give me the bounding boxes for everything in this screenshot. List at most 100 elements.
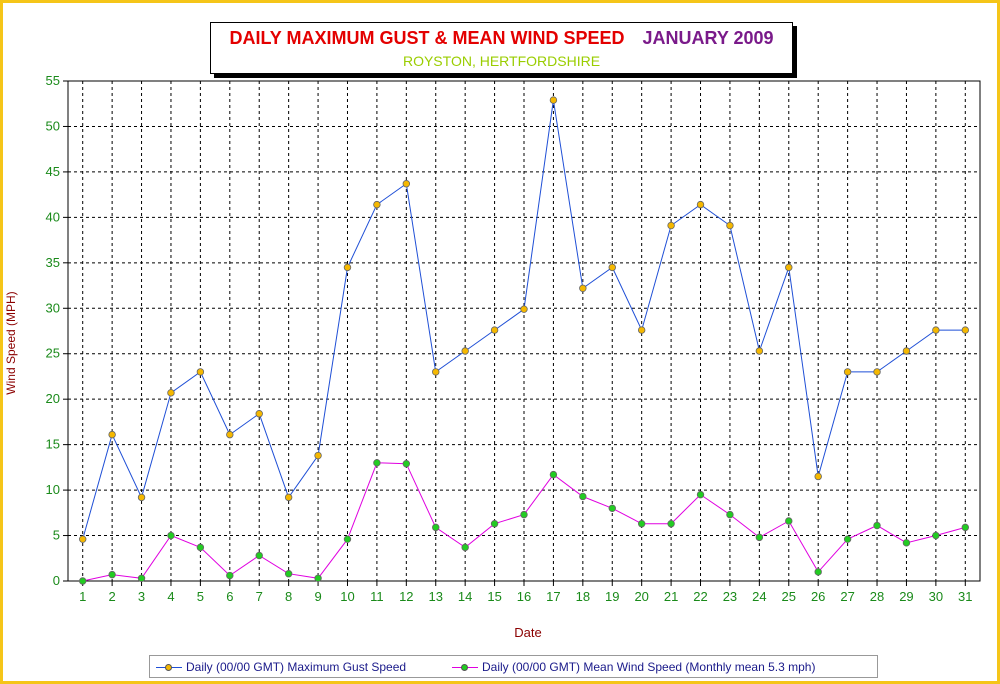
x-tick-label: 15: [487, 589, 501, 604]
x-tick-label: 23: [723, 589, 737, 604]
data-point-series-0: [549, 96, 558, 104]
x-tick-label: 21: [664, 589, 678, 604]
x-tick-label: 12: [399, 589, 413, 604]
chart-title: DAILY MAXIMUM GUST & MEAN WIND SPEED: [229, 28, 625, 48]
y-tick-label: 30: [46, 300, 60, 315]
y-axis-label: Wind Speed (MPH): [4, 291, 18, 395]
x-tick-label: 8: [285, 589, 292, 604]
data-point-series-0: [461, 347, 469, 355]
data-point-series-1: [373, 459, 381, 467]
data-point-series-1: [696, 490, 705, 499]
data-point-series-0: [696, 200, 705, 209]
x-tick-label: 2: [109, 589, 116, 604]
data-point-series-0: [137, 493, 146, 502]
x-tick-label: 1: [79, 589, 86, 604]
x-tick-label: 24: [752, 589, 766, 604]
data-point-series-1: [755, 533, 764, 542]
data-point-series-1: [726, 510, 734, 519]
x-tick-label: 31: [958, 589, 972, 604]
data-point-series-1: [490, 520, 499, 528]
y-tick-label: 35: [46, 255, 60, 270]
data-point-series-1: [402, 460, 411, 468]
y-tick-label: 25: [46, 346, 60, 361]
legend: Daily (00/00 GMT) Maximum Gust Speed Dai…: [149, 655, 878, 678]
data-point-series-0: [814, 472, 822, 481]
data-point-series-1: [579, 492, 587, 501]
legend-item-max-gust: Daily (00/00 GMT) Maximum Gust Speed: [156, 660, 406, 674]
chart-title-line: DAILY MAXIMUM GUST & MEAN WIND SPEED JANU…: [211, 28, 792, 49]
data-point-series-0: [755, 347, 764, 355]
x-tick-label: 26: [811, 589, 825, 604]
x-tick-label: 4: [167, 589, 174, 604]
x-tick-label: 3: [138, 589, 145, 604]
data-point-series-1: [843, 535, 852, 543]
x-tick-label: 6: [226, 589, 233, 604]
x-tick-label: 22: [693, 589, 707, 604]
data-point-series-0: [226, 430, 234, 439]
y-tick-label: 20: [46, 391, 60, 406]
data-point-series-1: [226, 571, 234, 580]
y-tick-label: 55: [46, 73, 60, 88]
data-point-series-1: [549, 470, 558, 479]
x-tick-label: 10: [340, 589, 354, 604]
data-point-series-0: [608, 263, 616, 272]
y-tick-label: 5: [53, 528, 60, 543]
data-point-series-1: [873, 521, 881, 530]
data-point-series-1: [284, 570, 293, 578]
data-point-series-1: [255, 551, 263, 560]
data-point-series-1: [902, 539, 911, 547]
x-tick-label: 9: [314, 589, 321, 604]
data-point-series-0: [314, 451, 322, 460]
data-point-series-1: [667, 520, 675, 528]
y-tick-label: 40: [46, 209, 60, 224]
x-tick-label: 19: [605, 589, 619, 604]
data-point-series-0: [284, 493, 293, 502]
x-tick-label: 28: [870, 589, 884, 604]
x-tick-label: 13: [429, 589, 443, 604]
data-point-series-1: [167, 531, 175, 540]
legend-item-mean-wind: Daily (00/00 GMT) Mean Wind Speed (Month…: [452, 660, 815, 674]
chart-subtitle: ROYSTON, HERTFORDSHIRE: [402, 53, 601, 69]
data-point-series-1: [785, 517, 793, 525]
x-tick-label: 18: [576, 589, 590, 604]
legend-swatch-max-gust: [156, 663, 182, 673]
x-tick-label: 7: [256, 589, 263, 604]
data-point-series-0: [932, 326, 940, 334]
data-point-series-0: [520, 305, 528, 313]
data-point-series-0: [255, 410, 263, 418]
y-tick-label: 15: [46, 437, 60, 452]
data-point-series-0: [843, 368, 852, 376]
x-tick-label: 27: [840, 589, 854, 604]
data-point-series-1: [432, 523, 440, 532]
data-point-series-0: [402, 180, 411, 188]
data-point-series-0: [196, 368, 205, 376]
chart-title-date: JANUARY 2009: [642, 28, 774, 48]
data-point-series-1: [637, 520, 646, 528]
y-tick-label: 45: [46, 164, 60, 179]
x-axis-label: Date: [514, 625, 542, 640]
y-tick-label: 10: [46, 482, 60, 497]
data-point-series-0: [726, 221, 734, 230]
x-tick-label: 5: [197, 589, 204, 604]
x-tick-label: 25: [782, 589, 796, 604]
data-point-series-1: [314, 574, 322, 582]
legend-label-mean-wind: Daily (00/00 GMT) Mean Wind Speed (Month…: [482, 660, 816, 674]
data-point-series-0: [667, 221, 675, 230]
data-point-series-1: [608, 504, 616, 512]
x-tick-label: 17: [546, 589, 560, 604]
x-tick-label: 29: [899, 589, 913, 604]
data-point-series-0: [79, 535, 87, 543]
data-point-series-0: [961, 326, 969, 334]
data-point-series-0: [785, 263, 793, 272]
x-tick-label: 11: [370, 589, 384, 604]
data-point-series-1: [814, 568, 822, 576]
data-point-series-1: [520, 510, 528, 519]
legend-swatch-mean-wind: [452, 663, 478, 673]
data-point-series-0: [432, 368, 440, 376]
title-box: DAILY MAXIMUM GUST & MEAN WIND SPEED JANU…: [210, 22, 793, 74]
data-point-series-1: [196, 543, 205, 552]
x-tick-label: 14: [458, 589, 472, 604]
x-tick-label: 20: [634, 589, 648, 604]
